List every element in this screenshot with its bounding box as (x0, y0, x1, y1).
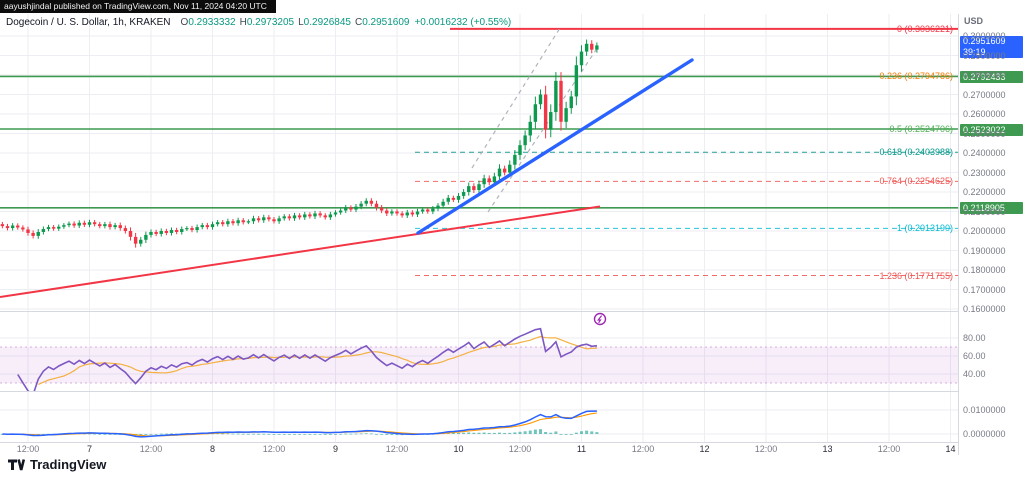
price-axis[interactable]: USD 0.2951609 39:19 0.2792433 0.2523022 … (958, 14, 1023, 455)
rising-red-trendline[interactable] (0, 205, 601, 298)
price-axis-tick: 0.2200000 (963, 187, 1006, 197)
price-axis-tick: 0.2700000 (963, 89, 1006, 100)
blue-support-trendline[interactable] (416, 58, 694, 235)
time-axis-label: 10 (453, 444, 464, 454)
macd-indicator (0, 410, 599, 438)
rsi-axis-tick: 40.00 (963, 369, 986, 379)
last-price-badge: 0.2951609 39:19 (960, 36, 1023, 58)
bar-countdown: 39:19 (963, 47, 986, 57)
close-label: C (354, 17, 363, 28)
price-axis-tick: 0.2100000 (963, 206, 1006, 217)
macd-axis-tick: 0.0000000 (963, 429, 1006, 439)
level-badge-1: 0.2792433 (960, 71, 1023, 83)
time-axis-label: 12:00 (262, 444, 286, 454)
price-axis-tick: 0.1700000 (963, 284, 1006, 295)
time-axis-label: 7 (86, 444, 92, 454)
currency-label: USD (964, 16, 984, 26)
time-axis-label: 12:00 (385, 444, 409, 454)
level-badge-3: 0.2118905 (960, 202, 1023, 214)
tradingview-logo-icon (8, 458, 25, 470)
chart-legend[interactable]: Dogecoin / U. S. Dollar, 1h, KRAKEN O0.29… (6, 17, 511, 28)
time-axis-label: 12 (699, 444, 710, 454)
symbol-title[interactable]: Dogecoin / U. S. Dollar, 1h, KRAKEN (6, 17, 171, 28)
price-axis-tick: 0.1800000 (963, 265, 1006, 275)
price-axis-tick: 0.2400000 (963, 148, 1006, 158)
time-axis-label: 14 (945, 444, 956, 454)
time-axis-label: 12:00 (139, 444, 163, 454)
ohlc-readout: O0.2933332 H0.2973205 L0.2926845 C0.2951609… (177, 17, 512, 28)
low-value: 0.2926845 (303, 17, 351, 28)
candlestick-series (0, 39, 599, 248)
time-axis-label: 9 (332, 444, 338, 454)
pane-separators (0, 311, 958, 443)
rsi-axis-tick: 80.00 (963, 333, 986, 343)
purple-circle-marker[interactable] (593, 312, 607, 326)
time-axis-label: 12:00 (16, 444, 40, 454)
price-axis-tick: 0.2500000 (963, 128, 1006, 139)
last-price: 0.2951609 (963, 36, 1006, 46)
price-axis-tick: 0.1600000 (963, 304, 1006, 314)
open-value: 0.2933332 (188, 17, 236, 28)
rsi-indicator (17, 327, 597, 391)
time-axis-label: 12:00 (754, 444, 778, 454)
level-badge-2: 0.2523022 (960, 124, 1023, 136)
time-axis-label: 12:00 (631, 444, 655, 454)
tradingview-logo-text: TradingView (30, 457, 107, 472)
rsi-axis-tick: 60.00 (963, 351, 986, 361)
time-axis[interactable]: 12:00 7 12:00 8 12:00 9 12:00 10 12:00 11 12:00 12 1… (0, 443, 958, 456)
high-label: H (239, 17, 247, 28)
price-axis-tick: 0.3000000 (963, 31, 1006, 41)
chart-canvas[interactable] (0, 0, 958, 455)
price-axis-tick: 0.2800000 (963, 70, 1006, 80)
price-axis-tick: 0.1900000 (963, 245, 1006, 256)
change-readout: +0.0016232 (+0.55%) (414, 17, 512, 28)
tradingview-logo: TradingView (8, 457, 106, 472)
price-axis-tick: 0.2900000 (963, 50, 1006, 61)
high-value: 0.2973205 (246, 17, 295, 28)
close-value: 0.2951609 (362, 17, 410, 28)
low-label: L (298, 17, 304, 28)
rsi-line (17, 327, 597, 391)
rsi-band (0, 346, 958, 384)
macd-axis-tick: 0.0100000 (963, 405, 1006, 415)
time-axis-label: 13 (822, 444, 833, 454)
price-axis-tick: 0.2000000 (963, 226, 1006, 236)
price-axis-tick: 0.2300000 (963, 167, 1006, 178)
publish-bar: aayushjindal published on TradingView.co… (0, 0, 276, 13)
price-axis-tick: 0.2600000 (963, 109, 1006, 119)
open-label: O (180, 17, 189, 28)
support-lines[interactable] (0, 75, 958, 209)
macd-line (2, 410, 597, 438)
fib-lines (415, 27, 958, 277)
time-axis-label: 11 (576, 444, 587, 454)
time-axis-label: 8 (209, 444, 215, 454)
time-axis-label: 12:00 (877, 444, 901, 454)
time-axis-label: 12:00 (508, 444, 532, 454)
